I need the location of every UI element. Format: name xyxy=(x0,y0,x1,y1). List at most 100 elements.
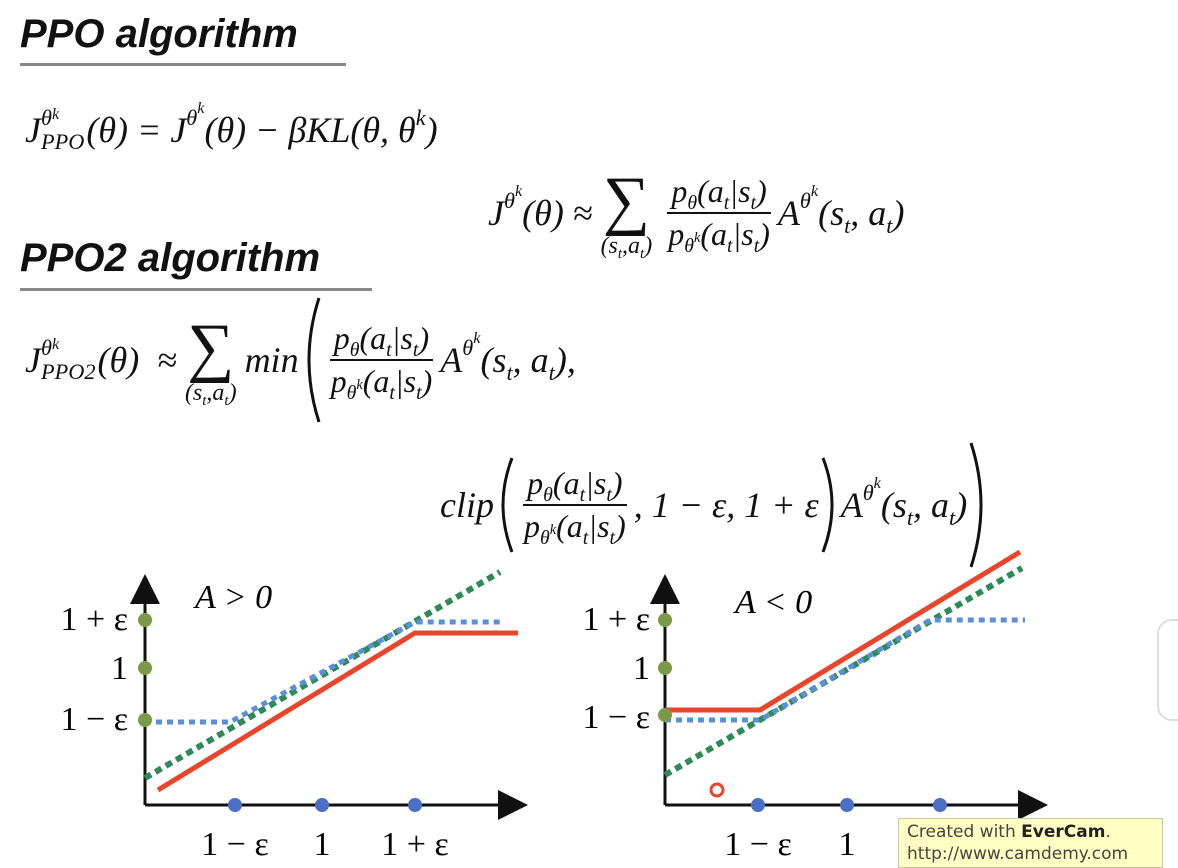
math-token: t xyxy=(726,234,733,257)
ratio: pθ(at|st) pθk(at|st) xyxy=(520,465,630,549)
math-token: ) xyxy=(611,465,623,501)
surrogate-objective: Jθk(θ) ≈ ∑ (st,at) pθ(at|st) pθk(at|st) Aθ… xyxy=(488,148,904,278)
plot-positive: A > 0 1 + ε 1 1 − ε 1 − ε 1 1 + ε xyxy=(61,569,528,863)
sup-row: θk xyxy=(41,106,59,130)
math-token: k xyxy=(693,230,701,247)
math-token: p xyxy=(330,363,347,399)
math-token: (s xyxy=(880,485,907,525)
math-token: ) xyxy=(955,485,968,525)
math-token: k xyxy=(51,105,60,123)
watermark-dot: . xyxy=(1105,822,1111,842)
math-group: Aθk(st, at) xyxy=(778,182,905,238)
math-token: , a xyxy=(850,193,887,233)
math-token: t xyxy=(886,212,893,238)
math-token: t xyxy=(844,212,851,238)
y-dot xyxy=(138,661,152,675)
y-dot xyxy=(658,661,672,675)
math-token: k xyxy=(549,522,557,539)
math-token: t xyxy=(753,234,760,257)
title-underline xyxy=(20,63,346,66)
math-token: t xyxy=(579,483,586,506)
x-tick-label: 1 xyxy=(314,826,331,863)
ratio: pθ(at|st) pθk(at|st) xyxy=(327,320,437,404)
math-token: t xyxy=(412,338,419,361)
x-tick-label: 1 xyxy=(839,826,856,863)
math-group: pθ(at|st) xyxy=(523,465,627,506)
math-token: (a xyxy=(697,173,724,209)
math-token: t xyxy=(750,191,757,214)
math-token: ,a xyxy=(206,380,225,406)
math-token: , xyxy=(566,340,576,380)
script-stack: θk PPO xyxy=(41,106,84,154)
math-token: ) xyxy=(615,508,626,544)
plot-negative: A < 0 1 + ε 1 1 − ε 1 − ε 1 xyxy=(583,549,1048,863)
math-token: (a xyxy=(362,363,390,399)
math-token: k xyxy=(473,328,481,347)
math-token: t xyxy=(723,191,730,214)
math-token: ) xyxy=(759,216,770,252)
math-token: (θ) ≈ xyxy=(97,340,177,380)
math-token: k xyxy=(197,98,205,117)
clip-line xyxy=(665,617,1025,723)
math-token xyxy=(501,457,514,553)
x-tick-label: 1 − ε xyxy=(724,826,791,863)
ppo-objective: J θk PPO (θ) = Jθk(θ) − βKL(θ, θk) xyxy=(25,95,438,165)
cursor xyxy=(709,782,725,798)
x-dot xyxy=(751,798,765,812)
clip-line xyxy=(145,619,502,725)
math-token: |s xyxy=(588,508,610,544)
math-token: ) xyxy=(644,233,653,259)
math-token: k xyxy=(415,105,426,131)
math-token: t xyxy=(582,526,589,549)
x-dot xyxy=(840,798,854,812)
math-token: θ xyxy=(503,188,515,214)
math-token: p xyxy=(668,216,685,252)
math-token: ) xyxy=(892,193,905,233)
math-token: (θ) ≈ xyxy=(522,193,593,233)
math-group: Jθk(θ) ≈ xyxy=(488,182,593,234)
math-token xyxy=(821,457,834,553)
math-token: PPO2 xyxy=(40,359,96,385)
ppo2-objective: J θk PPO2 (θ) ≈ ∑ (st,at) min pθ(at|st) pθk… xyxy=(25,295,576,425)
plot-label: A > 0 xyxy=(193,579,272,616)
y-tick-label: 1 xyxy=(111,650,128,687)
math-token: t xyxy=(606,483,612,506)
watermark-brand: EverCam xyxy=(1021,822,1106,842)
math-token: ) xyxy=(756,173,767,209)
math-group: pθ(at|st) xyxy=(329,320,434,361)
watermark: Created with EverCam. http://www.camdemy… xyxy=(898,818,1163,868)
math-group: pθk(at|st) xyxy=(664,214,774,257)
math-token: (θ) = J xyxy=(86,110,187,150)
math-group: (st,at) xyxy=(185,380,237,409)
math-token: θ xyxy=(799,188,811,214)
math-token: |s xyxy=(585,465,607,501)
math-token: ) xyxy=(425,110,438,150)
math-group: (θ) = Jθk(θ) − βKL(θ, θk) xyxy=(86,99,438,151)
math-token: θ xyxy=(687,191,698,214)
math-token: t xyxy=(506,359,513,385)
math-token: (a xyxy=(700,216,727,252)
math-token: |s xyxy=(732,216,754,252)
math-token: clip xyxy=(440,485,494,525)
clip-term: clip pθ(at|st) pθk(at|st) , 1 − ε, 1 + ε … xyxy=(440,440,993,570)
math-token: (a xyxy=(359,320,387,356)
x-dot xyxy=(228,798,242,812)
math-token: (a xyxy=(556,508,583,544)
math-token: |s xyxy=(394,363,417,399)
math-token: A xyxy=(840,485,863,525)
unclipped-line xyxy=(143,569,502,781)
title-underline xyxy=(20,288,372,291)
objective-line xyxy=(156,630,518,793)
objective-line xyxy=(665,549,1022,713)
math-token: min xyxy=(244,340,299,380)
math-token: k xyxy=(873,473,881,492)
math-token: p xyxy=(671,173,688,209)
math-token: (s xyxy=(818,193,845,233)
math-token: , a xyxy=(512,340,549,380)
math-token: t xyxy=(617,246,623,263)
ratio: pθ(at|st) pθk(at|st) xyxy=(664,173,774,257)
big-paren xyxy=(969,442,983,568)
math-group: pθk(at|st) xyxy=(327,361,437,404)
